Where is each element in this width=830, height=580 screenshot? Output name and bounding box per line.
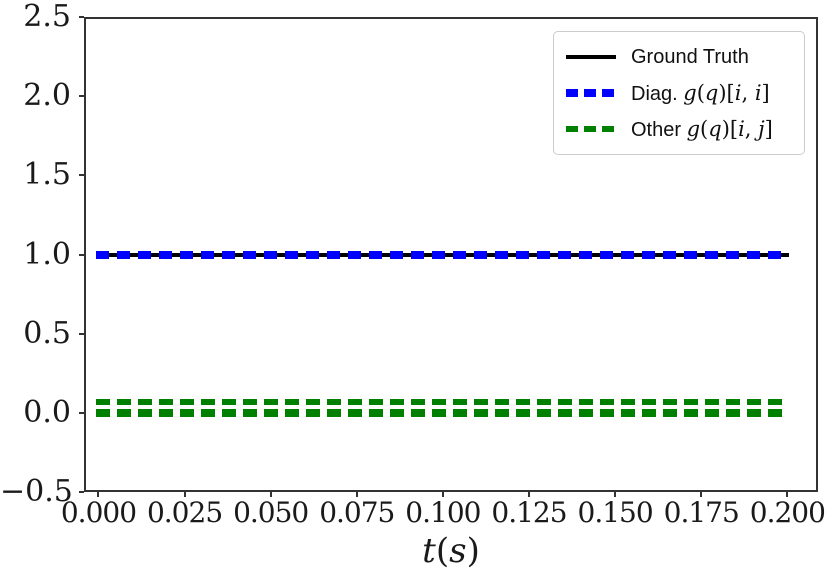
y-tick-label: 1.5 bbox=[23, 157, 71, 193]
x-tick bbox=[183, 492, 186, 497]
x-tick bbox=[528, 492, 530, 497]
y-tick-label: 2.5 bbox=[23, 0, 71, 34]
legend-row: Ground Truth bbox=[566, 40, 792, 74]
x-tick-label: 0.000 bbox=[60, 496, 137, 529]
x-tick bbox=[441, 492, 444, 497]
y-tick bbox=[79, 332, 84, 335]
x-tick-label: 0.100 bbox=[405, 496, 481, 529]
x-tick bbox=[700, 492, 703, 497]
x-tick bbox=[355, 492, 358, 497]
legend-row: Other g(q)[i, j] bbox=[566, 112, 792, 146]
x-tick bbox=[614, 492, 617, 497]
x-tick-label: 0.150 bbox=[577, 496, 654, 529]
x-tick-label: 0.075 bbox=[319, 496, 395, 529]
y-tick-label: 0.5 bbox=[23, 315, 71, 351]
y-tick bbox=[79, 174, 84, 177]
x-tick-label: 0.125 bbox=[491, 496, 567, 529]
series-line-other bbox=[96, 408, 790, 417]
y-tick-label: −0.5 bbox=[0, 474, 73, 509]
y-tick-label: 0.0 bbox=[23, 394, 71, 430]
plot-area bbox=[84, 17, 818, 492]
y-tick bbox=[79, 16, 84, 18]
legend-line-sample bbox=[566, 89, 616, 97]
legend-line-sample bbox=[566, 126, 616, 132]
y-tick bbox=[79, 253, 84, 256]
y-tick bbox=[79, 95, 84, 98]
series-line-diag- bbox=[96, 250, 790, 259]
x-tick-label: 0.200 bbox=[749, 496, 826, 529]
legend-label: Diag. g(q)[i, i] bbox=[631, 80, 770, 105]
x-tick-label: 0.175 bbox=[663, 496, 740, 529]
y-tick bbox=[79, 411, 84, 414]
legend-label: Other g(q)[i, j] bbox=[631, 116, 773, 141]
x-tick-label: 0.025 bbox=[146, 496, 223, 529]
legend-math-label: g(q)[i, i] bbox=[683, 80, 770, 105]
x-tick bbox=[269, 492, 272, 497]
x-tick bbox=[97, 492, 100, 497]
legend-label: Ground Truth bbox=[631, 45, 749, 68]
y-tick-label: 2.0 bbox=[23, 78, 71, 114]
series-line-other bbox=[96, 398, 790, 405]
legend: Ground Truth Diag. g(q)[i, i] Other g(q)[i… bbox=[553, 31, 805, 155]
legend-row: Diag. g(q)[i, i] bbox=[566, 76, 792, 110]
legend-math-label: g(q)[i, j] bbox=[686, 116, 773, 141]
y-tick bbox=[79, 491, 84, 493]
x-tick-label: 0.050 bbox=[233, 496, 309, 529]
y-tick-label: 1.0 bbox=[23, 236, 71, 272]
x-tick bbox=[786, 492, 789, 497]
legend-line-sample bbox=[566, 55, 616, 59]
x-axis-label: t(s) bbox=[422, 531, 480, 571]
